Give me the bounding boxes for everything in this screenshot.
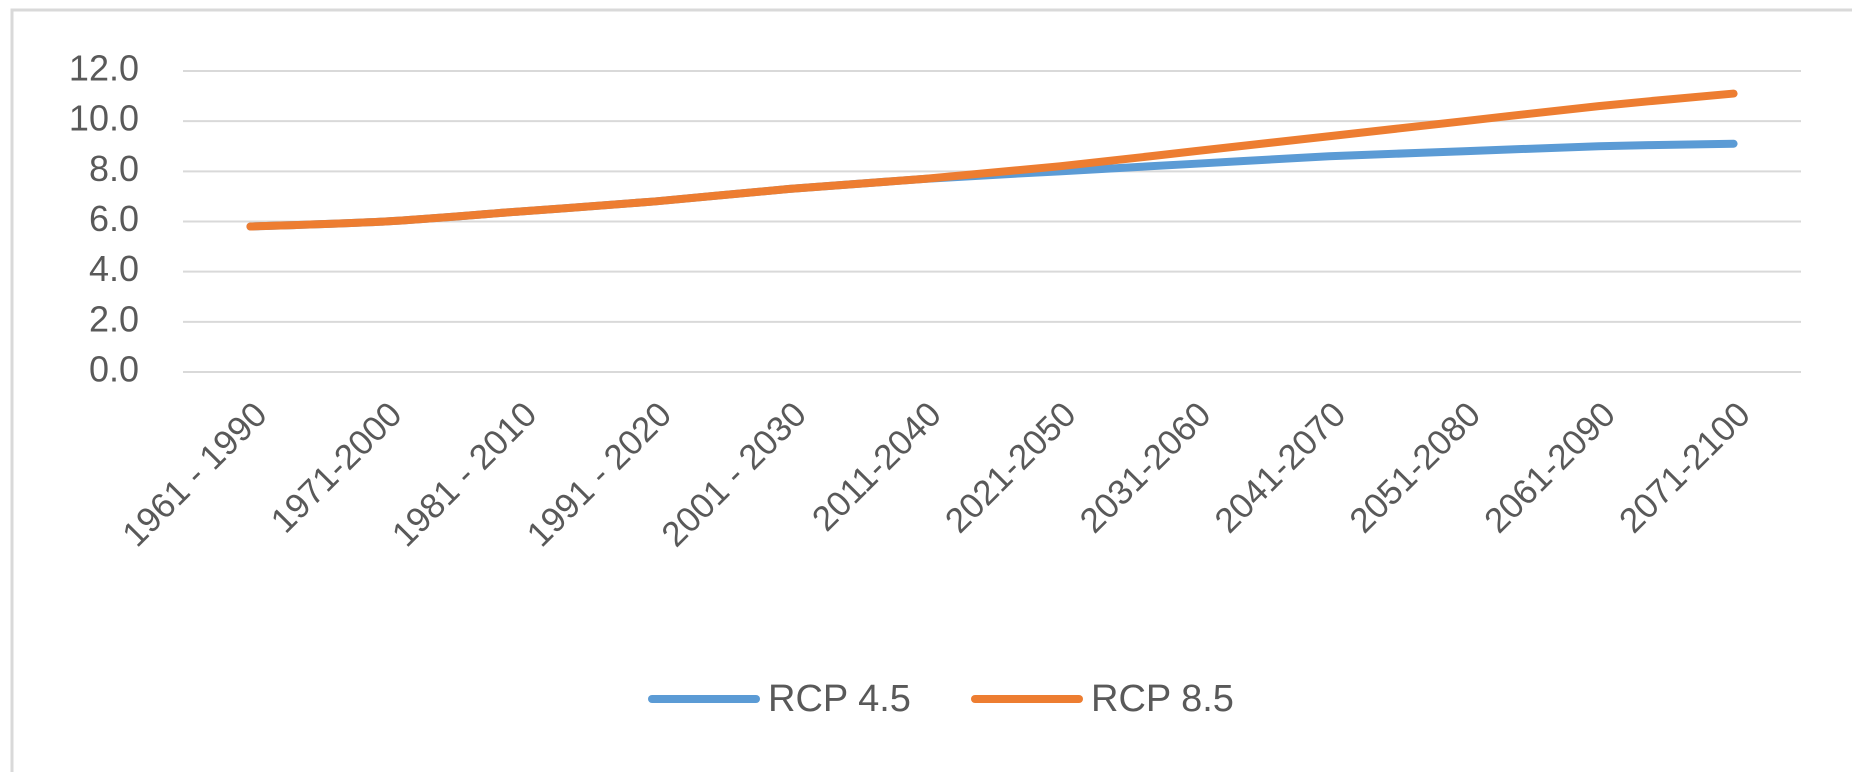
y-tick-label: 0.0 xyxy=(89,349,139,390)
y-tick-label: 10.0 xyxy=(69,98,139,139)
chart-frame xyxy=(10,8,1852,772)
legend-label: RCP 4.5 xyxy=(768,678,911,720)
y-tick-label: 8.0 xyxy=(89,148,139,189)
legend-label: RCP 8.5 xyxy=(1091,678,1234,720)
y-tick-label: 2.0 xyxy=(89,298,139,339)
y-tick-label: 6.0 xyxy=(89,198,139,239)
y-tick-label: 4.0 xyxy=(89,248,139,289)
series-line xyxy=(246,89,1738,231)
y-tick-label: 12.0 xyxy=(69,48,139,89)
